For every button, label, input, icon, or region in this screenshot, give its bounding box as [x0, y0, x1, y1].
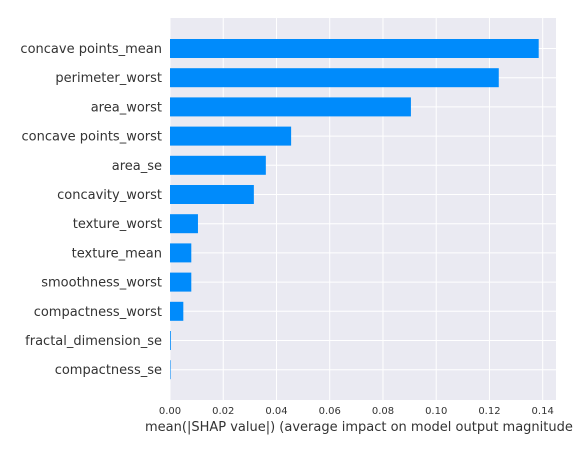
category-label: texture_mean [72, 246, 162, 261]
bar [170, 272, 192, 292]
bar [170, 97, 411, 117]
category-label: fractal_dimension_se [25, 334, 162, 349]
bar [170, 360, 171, 380]
x-tick-label: 0.12 [478, 406, 500, 417]
category-label: compactness_se [55, 363, 162, 378]
category-label: concave points_mean [20, 42, 162, 57]
category-label: area_se [112, 159, 162, 174]
bar [170, 126, 292, 146]
bar [170, 155, 266, 175]
category-label: concavity_worst [57, 188, 162, 203]
category-label: area_worst [91, 100, 162, 115]
bar [170, 301, 184, 321]
x-tick-label: 0.02 [212, 406, 234, 417]
category-labels: concave points_mean perimeter_worst area_w… [20, 42, 162, 378]
x-tick-label: 0.06 [319, 406, 341, 417]
bar [170, 39, 539, 58]
bar [170, 185, 254, 204]
category-label: texture_worst [73, 217, 162, 232]
x-tick-labels: 0.00 0.02 0.04 0.06 0.08 0.10 0.12 0.14 [159, 406, 554, 417]
x-tick-label: 0.14 [532, 406, 554, 417]
x-tick-label: 0.00 [159, 406, 181, 417]
x-tick-label: 0.10 [425, 406, 447, 417]
bar [170, 214, 198, 234]
bar [170, 243, 192, 263]
bars [170, 39, 539, 380]
bar [170, 68, 499, 88]
x-axis-title: mean(|SHAP value|) (average impact on mo… [145, 420, 573, 435]
category-label: compactness_worst [34, 305, 162, 320]
category-label: concave points_worst [21, 130, 162, 145]
category-label: perimeter_worst [55, 71, 162, 86]
x-tick-label: 0.04 [265, 406, 287, 417]
x-tick-label: 0.08 [372, 406, 394, 417]
bar [170, 331, 171, 350]
category-label: smoothness_worst [41, 276, 162, 291]
